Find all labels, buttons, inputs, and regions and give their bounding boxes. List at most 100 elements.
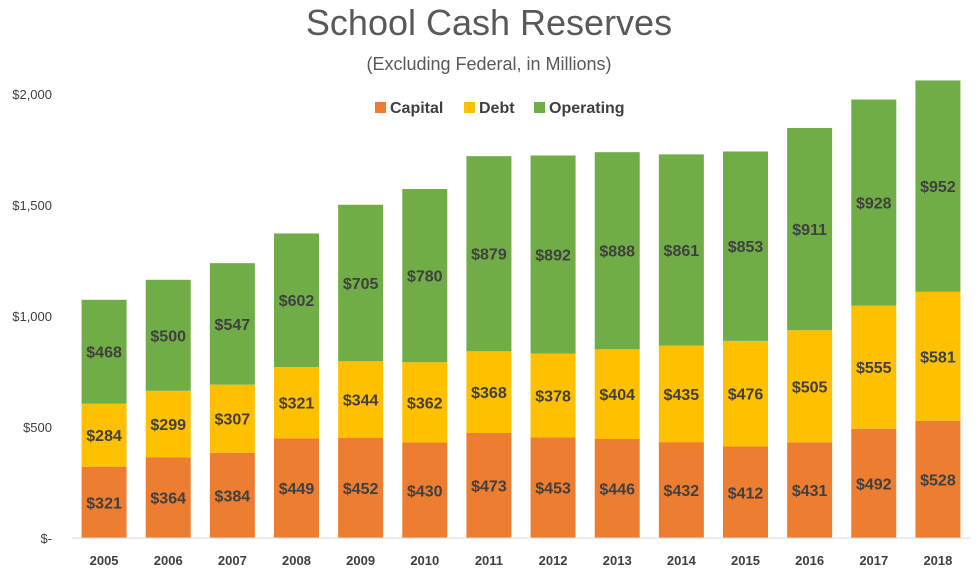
bar-operating-2017 (851, 99, 897, 306)
data-label-operating: $780 (407, 269, 443, 286)
legend-label-operating: Operating (549, 100, 625, 117)
x-tick-label: 2008 (282, 553, 311, 568)
legend-swatch-debt (464, 102, 475, 113)
bar-debt-2006 (145, 390, 191, 458)
bar-operating-2013 (594, 152, 640, 350)
bar-debt-2016 (787, 330, 833, 443)
y-tick-label: $500 (23, 420, 52, 435)
bar-capital-2017 (851, 428, 897, 538)
bar-operating-2005 (81, 299, 127, 404)
y-tick-label: $1,500 (12, 198, 52, 213)
data-label-debt: $321 (279, 396, 315, 413)
y-tick-label: $1,000 (12, 309, 52, 324)
data-label-operating: $911 (792, 222, 827, 239)
data-label-capital: $473 (471, 478, 507, 495)
x-tick-label: 2015 (731, 553, 760, 568)
data-label-debt: $404 (599, 387, 635, 404)
bar-operating-2015 (723, 151, 768, 341)
plot-area: $321 $284 $468 $364 $299 $500 $384 $307 $547 $449… (81, 80, 961, 538)
bar-capital-2018 (915, 420, 961, 538)
data-label-operating: $892 (535, 248, 571, 265)
bar-capital-2010 (402, 442, 448, 538)
data-label-operating: $861 (664, 243, 700, 260)
data-label-debt: $505 (792, 379, 828, 396)
bar-capital-2009 (338, 437, 384, 538)
bar-operating-2012 (530, 155, 576, 354)
data-label-operating: $853 (728, 239, 764, 256)
data-label-debt: $581 (920, 349, 956, 366)
data-label-debt: $368 (471, 385, 507, 402)
bar-operating-2018 (915, 80, 961, 292)
data-label-operating: $705 (343, 276, 379, 293)
data-label-operating: $602 (279, 293, 315, 310)
y-tick-label: $- (40, 531, 52, 546)
x-tick-label: 2005 (90, 553, 119, 568)
bar-debt-2013 (594, 349, 640, 439)
bar-operating-2009 (338, 204, 384, 362)
x-tick-label: 2014 (667, 553, 697, 568)
bar-capital-2007 (209, 452, 255, 538)
bar-capital-2014 (658, 442, 704, 538)
data-label-debt: $378 (535, 388, 571, 405)
data-label-operating: $879 (471, 247, 507, 264)
data-label-operating: $468 (86, 345, 122, 362)
bar-capital-2013 (594, 438, 640, 538)
data-label-capital: $432 (664, 483, 700, 500)
bar-operating-2006 (145, 279, 191, 391)
x-tick-label: 2017 (859, 553, 888, 568)
x-tick-label: 2016 (795, 553, 824, 568)
data-label-debt: $435 (664, 387, 700, 404)
data-label-capital: $452 (343, 481, 379, 498)
bar-operating-2007 (209, 263, 255, 385)
chart-subtitle: (Excluding Federal, in Millions) (366, 54, 611, 74)
data-label-debt: $362 (407, 395, 443, 412)
data-label-debt: $299 (150, 417, 186, 434)
legend-swatch-operating (534, 102, 545, 113)
chart-title: School Cash Reserves (306, 2, 672, 43)
data-label-operating: $547 (215, 317, 251, 334)
data-label-debt: $284 (86, 428, 122, 445)
x-tick-label: 2007 (218, 553, 247, 568)
bar-debt-2009 (338, 361, 384, 438)
data-label-debt: $307 (215, 412, 251, 429)
data-label-capital: $430 (407, 483, 443, 500)
x-tick-label: 2013 (603, 553, 632, 568)
data-label-operating: $952 (920, 179, 956, 196)
bar-debt-2007 (209, 384, 255, 453)
x-tick-label: 2012 (539, 553, 568, 568)
data-label-debt: $344 (343, 392, 379, 409)
data-label-capital: $449 (279, 481, 315, 498)
bar-capital-2008 (274, 438, 319, 538)
x-tick-label: 2018 (923, 553, 952, 568)
y-axis: $- $500 $1,000 $1,500 $2,000 (12, 87, 52, 546)
bar-debt-2011 (466, 351, 512, 433)
bar-debt-2015 (723, 340, 768, 447)
legend-swatch-capital (375, 102, 386, 113)
bar-debt-2010 (402, 362, 448, 443)
x-axis: 2005 2006 2007 2008 2009 2010 2011 2012 2013 2014… (72, 537, 970, 568)
legend-label-capital: Capital (390, 100, 443, 117)
data-label-capital: $384 (215, 488, 251, 505)
data-label-operating: $500 (150, 328, 186, 345)
bar-operating-2011 (466, 156, 512, 352)
bar-debt-2014 (658, 345, 704, 443)
legend-label-debt: Debt (479, 100, 515, 117)
x-tick-label: 2006 (154, 553, 183, 568)
bar-capital-2011 (466, 432, 512, 538)
data-label-capital: $492 (856, 476, 892, 493)
bar-debt-2012 (530, 353, 576, 438)
data-label-capital: $446 (599, 481, 635, 498)
data-label-capital: $321 (86, 495, 122, 512)
data-label-capital: $453 (535, 481, 571, 498)
bar-capital-2006 (145, 457, 191, 538)
bar-capital-2015 (723, 446, 768, 538)
bar-debt-2018 (915, 291, 961, 421)
data-label-capital: $528 (920, 472, 956, 489)
bar-debt-2008 (274, 367, 319, 439)
data-label-debt: $476 (728, 387, 764, 404)
data-label-capital: $412 (728, 485, 764, 502)
data-label-capital: $431 (792, 483, 828, 500)
data-label-capital: $364 (150, 491, 186, 508)
bar-operating-2010 (402, 189, 448, 363)
